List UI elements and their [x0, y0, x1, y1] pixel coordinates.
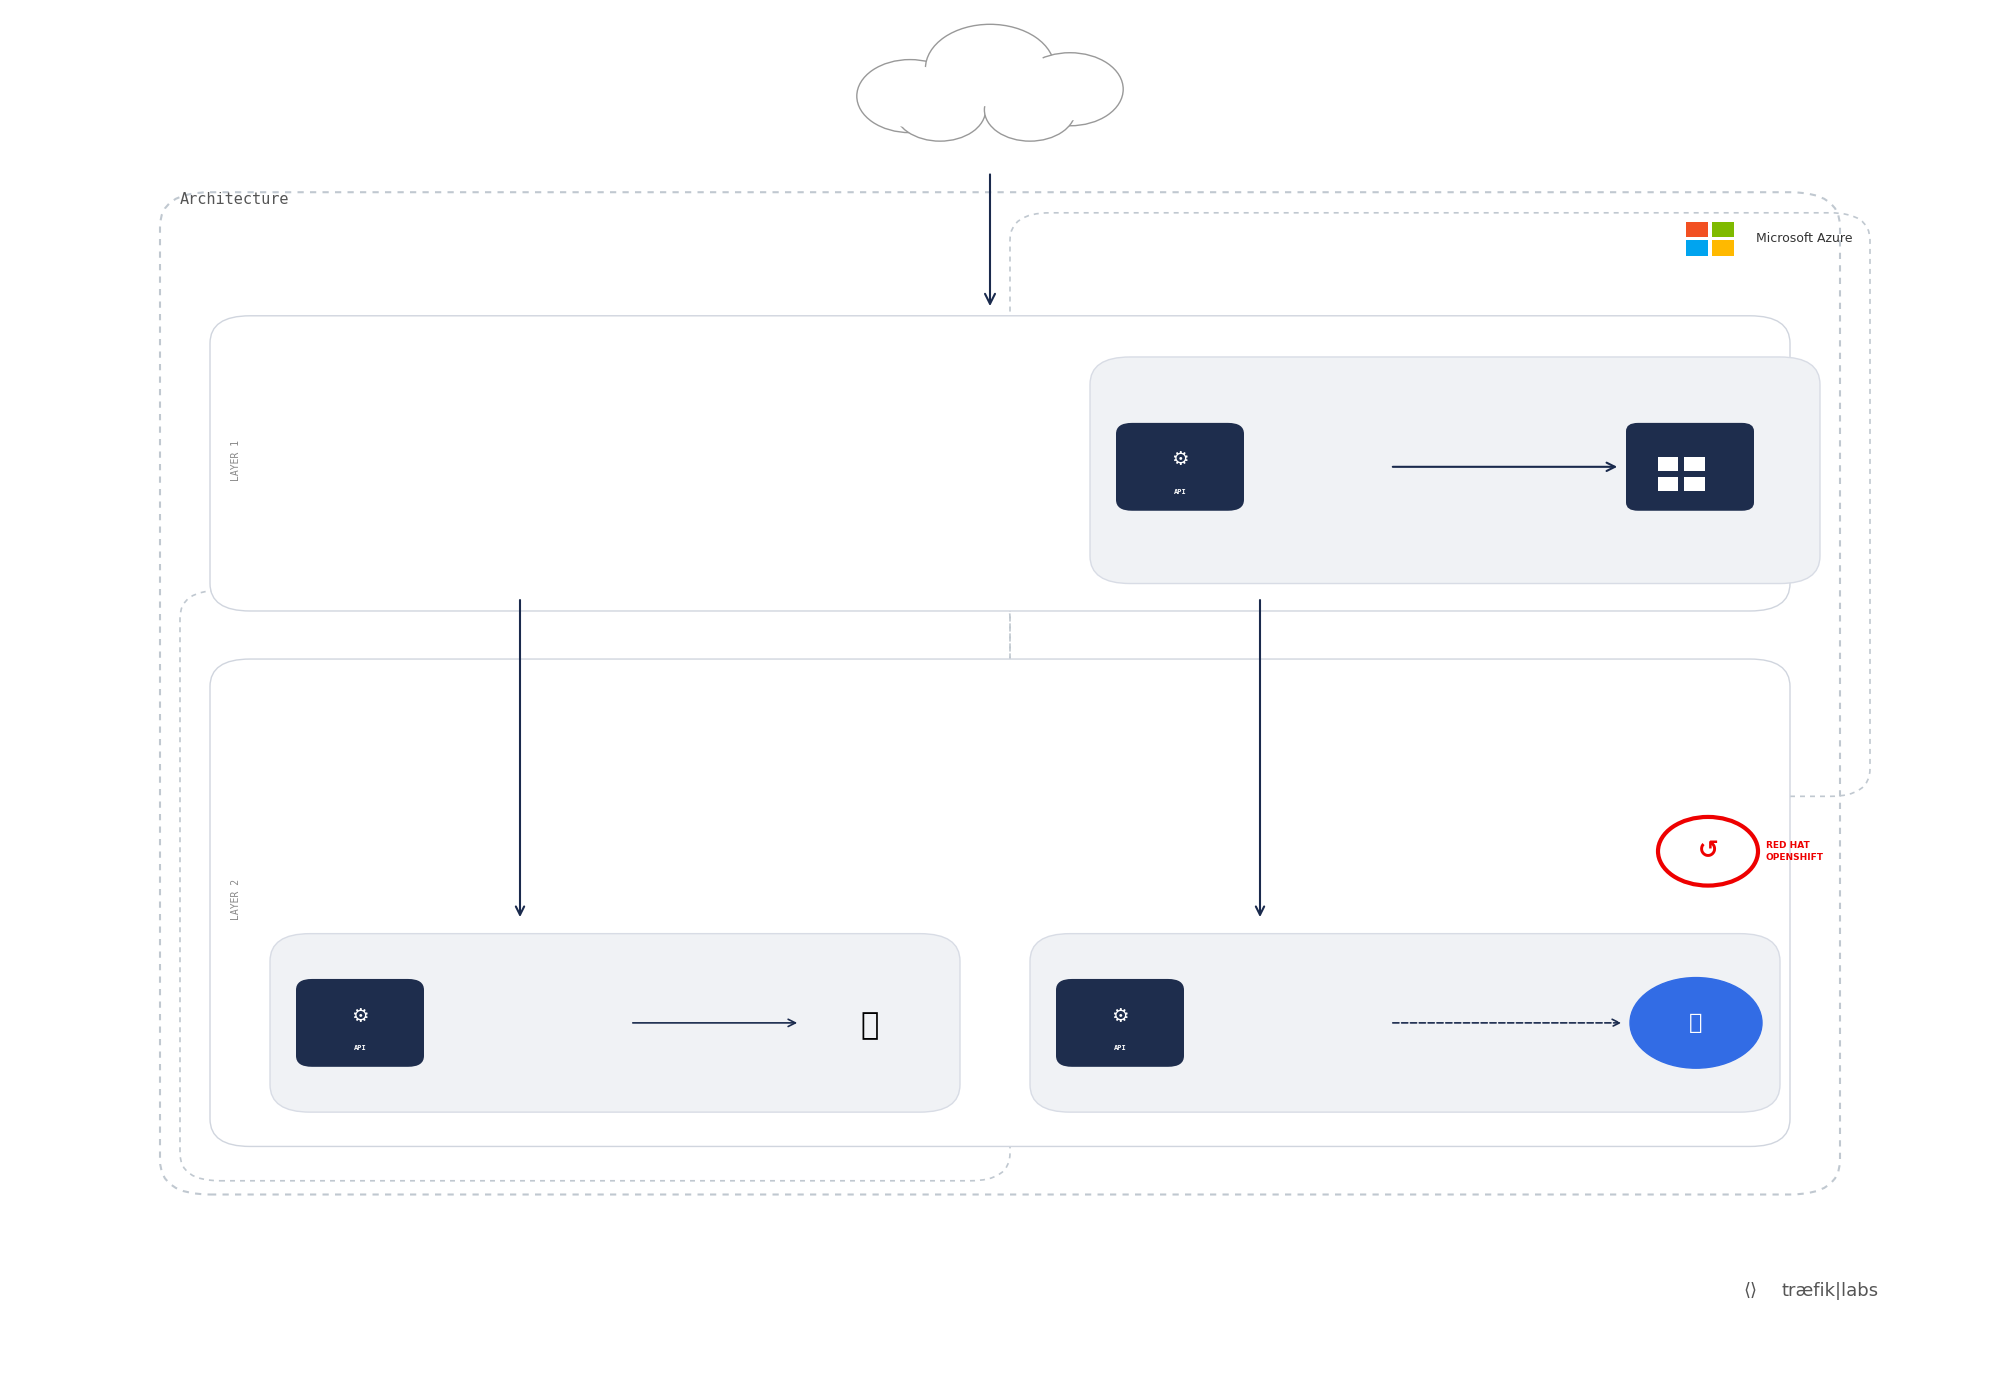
Text: træfik|labs: træfik|labs	[1782, 1281, 1878, 1300]
Text: API: API	[1256, 443, 1278, 457]
Text: ⚙: ⚙	[1172, 450, 1188, 470]
FancyBboxPatch shape	[1626, 423, 1754, 511]
Circle shape	[984, 78, 1076, 141]
Text: Kube API: Kube API	[1484, 1000, 1528, 1011]
Text: RED HAT
OPENSHIFT: RED HAT OPENSHIFT	[1766, 840, 1824, 862]
Bar	[1684, 457, 1704, 471]
FancyBboxPatch shape	[210, 316, 1790, 611]
FancyBboxPatch shape	[1116, 423, 1244, 511]
Bar	[1686, 240, 1708, 255]
Text: Internet: Internet	[960, 89, 1020, 103]
Text: ⚙: ⚙	[352, 1006, 368, 1026]
Circle shape	[936, 32, 1044, 106]
Text: GATEWAY: GATEWAY	[436, 1027, 488, 1041]
FancyBboxPatch shape	[270, 934, 960, 1112]
Circle shape	[1016, 52, 1124, 126]
Bar	[1686, 222, 1708, 238]
Bar	[1684, 476, 1704, 490]
Text: ⟨⟩: ⟨⟩	[1744, 1281, 1758, 1300]
Circle shape	[856, 59, 964, 133]
Text: LAYER 1: LAYER 1	[232, 439, 240, 481]
Text: 🐳: 🐳	[860, 1011, 880, 1041]
Text: ⚙: ⚙	[1112, 1006, 1128, 1026]
Text: API: API	[1114, 1045, 1126, 1050]
Circle shape	[894, 78, 986, 141]
Text: LAYER 2: LAYER 2	[232, 879, 240, 920]
Text: Microsoft Azure: Microsoft Azure	[1756, 232, 1852, 246]
Text: On-Premises: On-Premises	[566, 564, 636, 575]
Bar	[1712, 240, 1734, 255]
Circle shape	[864, 65, 956, 128]
Text: Architecture: Architecture	[180, 192, 290, 206]
Circle shape	[926, 25, 1054, 113]
Bar	[1712, 222, 1734, 238]
Text: GATEWAY: GATEWAY	[1196, 1027, 1248, 1041]
FancyBboxPatch shape	[210, 659, 1790, 1146]
FancyBboxPatch shape	[296, 979, 424, 1067]
Text: API: API	[1196, 1000, 1218, 1013]
Text: GATEWAY: GATEWAY	[1256, 471, 1308, 485]
Text: API: API	[354, 1045, 366, 1050]
Text: Docker API: Docker API	[688, 1001, 740, 1012]
Bar	[1658, 476, 1678, 490]
Text: ↺: ↺	[1698, 839, 1718, 864]
FancyBboxPatch shape	[1030, 934, 1780, 1112]
Circle shape	[1630, 978, 1762, 1068]
Text: VM: VM	[1766, 460, 1792, 474]
Circle shape	[902, 84, 978, 136]
Text: API: API	[436, 1000, 458, 1013]
Text: API: API	[1174, 489, 1186, 494]
Circle shape	[1024, 58, 1116, 121]
Bar	[1658, 457, 1678, 471]
FancyBboxPatch shape	[1056, 979, 1184, 1067]
FancyBboxPatch shape	[1090, 357, 1820, 584]
Circle shape	[992, 84, 1068, 136]
Text: ⎈: ⎈	[1690, 1013, 1702, 1032]
